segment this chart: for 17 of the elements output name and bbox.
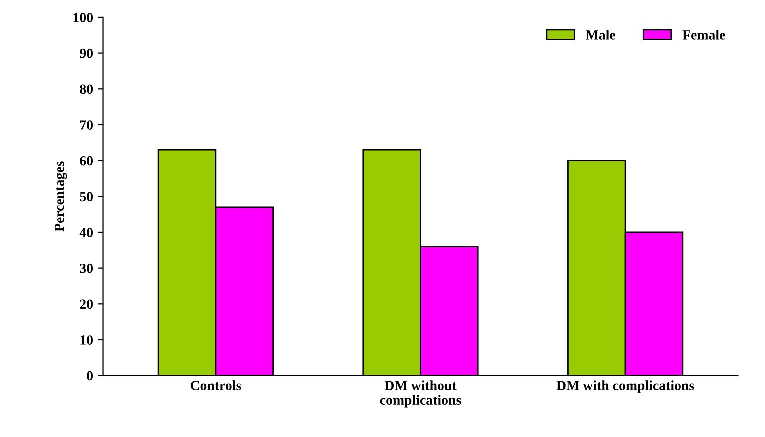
y-tick-label: 20 bbox=[80, 300, 94, 310]
y-tick-label: 10 bbox=[80, 336, 94, 345]
x-tick-label: Controls bbox=[190, 380, 242, 390]
y-tick-label: 80 bbox=[80, 84, 94, 94]
y-tick-label: 90 bbox=[80, 48, 94, 58]
y-tick-label: 40 bbox=[80, 228, 94, 238]
y-tick-label: 70 bbox=[80, 120, 94, 130]
legend-label: Male bbox=[586, 30, 616, 40]
legend-label: Female bbox=[682, 30, 726, 40]
y-tick-label: 60 bbox=[80, 156, 94, 166]
x-tick-label: DM with complications bbox=[556, 380, 694, 394]
y-tick-label: 50 bbox=[80, 192, 94, 202]
y-tick-label: 100 bbox=[74, 13, 94, 22]
y-axis-title: Percentages bbox=[55, 162, 68, 232]
y-tick-label: 30 bbox=[80, 264, 94, 274]
y-tick-label: 0 bbox=[87, 371, 94, 381]
x-tick-label: DM without complications bbox=[380, 380, 462, 408]
